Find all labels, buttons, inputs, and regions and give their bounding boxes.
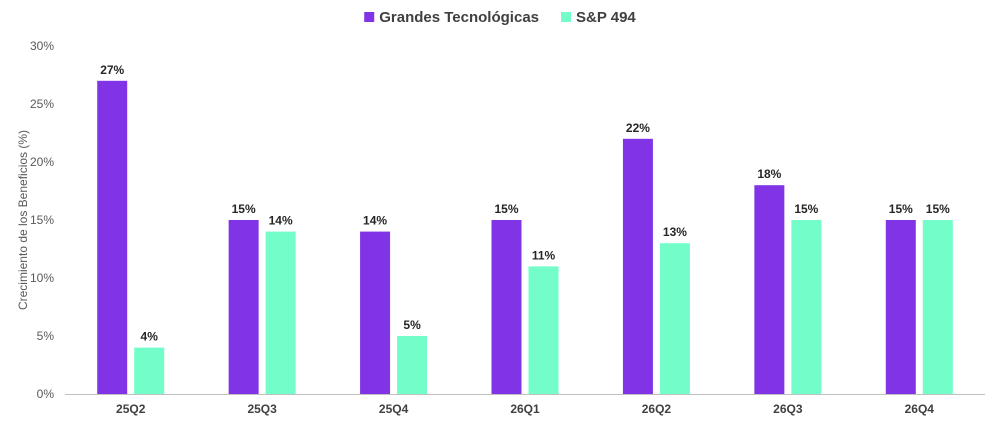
x-axis: 25Q2 25Q3 25Q4 26Q1 26Q2 26Q3 26Q4 — [65, 394, 985, 416]
data-label: 5% — [403, 318, 421, 332]
legend-swatch — [364, 12, 375, 22]
legend-label: Grandes Tecnológicas — [379, 9, 539, 26]
data-label: 15% — [889, 202, 913, 216]
data-label: 15% — [232, 202, 256, 216]
data-label: 22% — [626, 121, 650, 135]
y-tick-label: 5% — [37, 329, 55, 343]
data-label: 14% — [363, 214, 387, 228]
bar-big-tech-26Q2 — [622, 138, 653, 394]
x-tick-label: 26Q2 — [642, 402, 672, 416]
y-axis-label: Crecimiento de los Beneficios (%) — [16, 130, 30, 310]
data-label: 15% — [794, 202, 818, 216]
x-tick-label: 25Q3 — [247, 402, 277, 416]
bar-sp494-25Q3 — [265, 231, 296, 394]
y-axis: 0% 5% 10% 15% 20% 25% 30% — [30, 39, 54, 401]
bar-big-tech-25Q3 — [228, 220, 259, 394]
legend-item: S&P 494 — [561, 9, 636, 26]
y-tick-label: 10% — [30, 271, 54, 285]
bars: 27% 4% 15% 14% 14% 5% 15% 11% 22% 13% 18% 15% 15% 15% — [97, 63, 953, 395]
y-tick-label: 30% — [30, 39, 54, 53]
legend: Grandes Tecnológicas S&P 494 — [364, 9, 636, 26]
bar-sp494-26Q3 — [791, 220, 822, 394]
bar-big-tech-26Q4 — [885, 220, 916, 394]
data-label: 27% — [100, 63, 124, 77]
x-tick-label: 25Q4 — [379, 402, 409, 416]
y-tick-label: 20% — [30, 155, 54, 169]
data-label: 15% — [494, 202, 518, 216]
bar-sp494-26Q2 — [659, 243, 690, 394]
bar-sp494-25Q4 — [397, 336, 428, 394]
x-tick-label: 26Q3 — [773, 402, 803, 416]
y-tick-label: 15% — [30, 213, 54, 227]
bar-sp494-25Q2 — [134, 347, 165, 394]
bar-big-tech-26Q3 — [754, 185, 785, 394]
bar-sp494-26Q1 — [528, 266, 559, 394]
bar-big-tech-25Q2 — [97, 80, 128, 395]
y-tick-label: 0% — [37, 387, 55, 401]
x-tick-label: 26Q1 — [510, 402, 540, 416]
data-label: 15% — [926, 202, 950, 216]
x-tick-label: 26Q4 — [905, 402, 935, 416]
data-label: 4% — [141, 330, 159, 344]
data-label: 18% — [757, 167, 781, 181]
data-label: 14% — [269, 214, 293, 228]
bar-sp494-26Q4 — [922, 220, 953, 394]
data-label: 11% — [532, 248, 556, 262]
x-tick-label: 25Q2 — [116, 402, 146, 416]
legend-item: Grandes Tecnológicas — [364, 9, 539, 26]
legend-swatch — [561, 12, 572, 22]
bar-big-tech-25Q4 — [360, 231, 391, 394]
y-tick-label: 25% — [30, 97, 54, 111]
bar-big-tech-26Q1 — [491, 220, 522, 394]
legend-label: S&P 494 — [576, 9, 636, 26]
data-label: 13% — [663, 225, 687, 239]
